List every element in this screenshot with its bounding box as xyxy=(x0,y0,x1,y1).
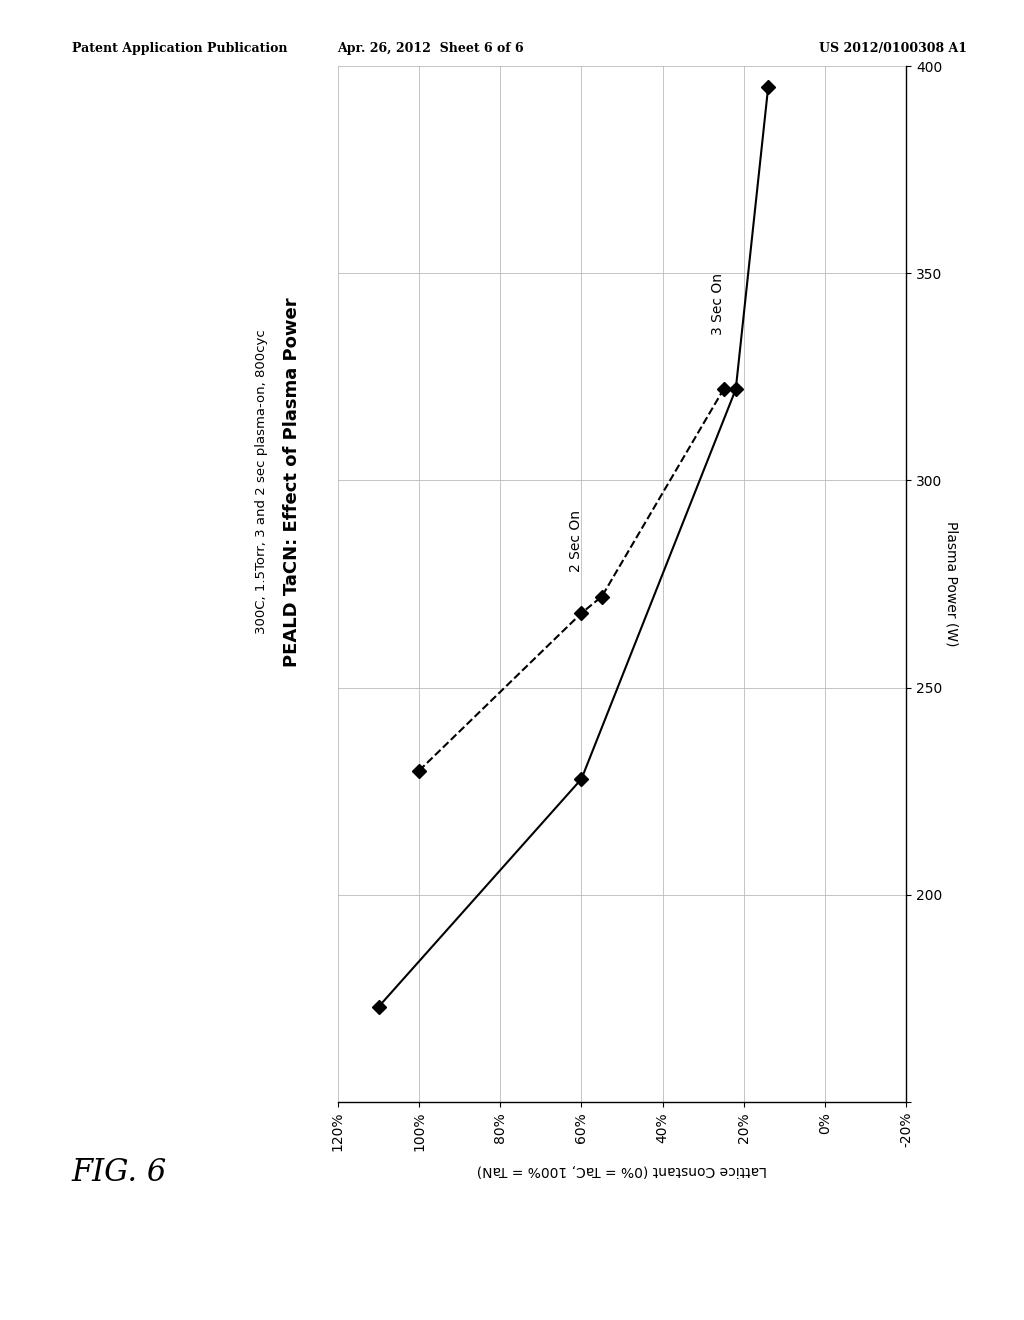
Text: 300C, 1.5Torr, 3 and 2 sec plasma-on, 800cyc: 300C, 1.5Torr, 3 and 2 sec plasma-on, 80… xyxy=(255,330,267,634)
Y-axis label: Plasma Power (W): Plasma Power (W) xyxy=(945,521,958,647)
Text: 2 Sec On: 2 Sec On xyxy=(569,510,584,572)
Text: Patent Application Publication: Patent Application Publication xyxy=(72,42,287,55)
Text: FIG. 6: FIG. 6 xyxy=(72,1158,167,1188)
Text: Apr. 26, 2012  Sheet 6 of 6: Apr. 26, 2012 Sheet 6 of 6 xyxy=(337,42,523,55)
X-axis label: Lattice Constant (0% = TaC, 100% = TaN): Lattice Constant (0% = TaC, 100% = TaN) xyxy=(477,1163,767,1176)
Text: PEALD TaCN: Effect of Plasma Power: PEALD TaCN: Effect of Plasma Power xyxy=(283,297,301,667)
Text: US 2012/0100308 A1: US 2012/0100308 A1 xyxy=(819,42,968,55)
Text: 3 Sec On: 3 Sec On xyxy=(712,273,725,335)
